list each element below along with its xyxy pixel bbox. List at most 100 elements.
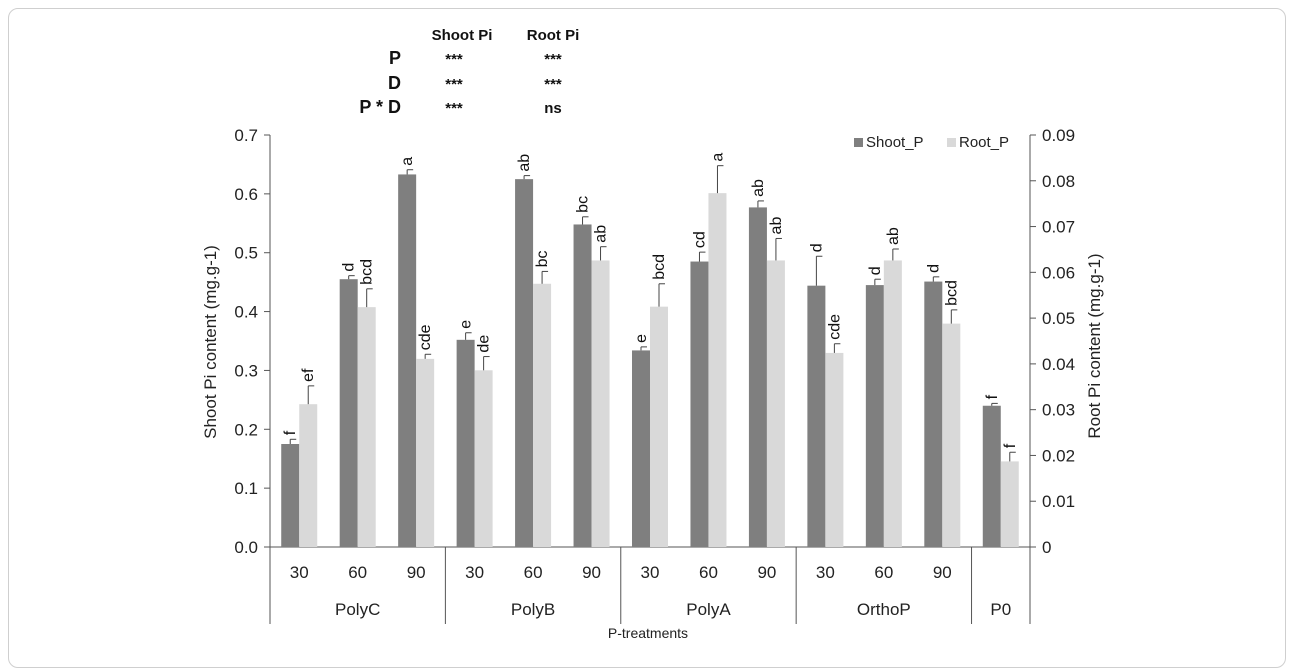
y2-tick-label: 0.05 bbox=[1042, 309, 1075, 328]
significance-letter: cde bbox=[417, 324, 434, 350]
x-tick-label-dose: 30 bbox=[816, 563, 835, 582]
x-tick-label-dose: 90 bbox=[582, 563, 601, 582]
y2-tick-label: 0.07 bbox=[1042, 218, 1075, 237]
y-tick-label: 0.6 bbox=[234, 185, 258, 204]
significance-letter: ab bbox=[516, 154, 533, 172]
bar-shoot-p bbox=[281, 444, 300, 547]
significance-root-pd: ns bbox=[544, 100, 562, 117]
significance-shoot-d: *** bbox=[445, 76, 463, 93]
bar-root-p bbox=[825, 352, 844, 547]
significance-letter: bc bbox=[575, 196, 592, 213]
y-tick-label: 0.0 bbox=[234, 538, 258, 557]
bar-root-p bbox=[883, 260, 902, 547]
significance-letter: ab bbox=[885, 227, 902, 245]
x-group-label: P0 bbox=[990, 600, 1011, 619]
bar-root-p bbox=[591, 260, 610, 547]
significance-factor-d: D bbox=[388, 73, 401, 93]
bar-root-p bbox=[766, 260, 785, 547]
significance-letter: cde bbox=[826, 314, 843, 340]
y2-tick-label: 0.04 bbox=[1042, 355, 1075, 374]
x-tick-label-dose: 60 bbox=[699, 563, 718, 582]
y2-tick-label: 0.02 bbox=[1042, 446, 1075, 465]
legend-label-root: Root_P bbox=[959, 134, 1009, 151]
plot-area: 0.0 0.1 0.2 0.3 0.4 0.5 0.6 0.7 0 0.01 0.02 0.03 0.0… bbox=[234, 126, 1075, 624]
significance-factor-p: P bbox=[389, 48, 401, 68]
significance-root-d: *** bbox=[544, 76, 562, 93]
significance-factor-pd: P * D bbox=[359, 97, 401, 117]
significance-root-p: *** bbox=[544, 51, 562, 68]
bar-root-p bbox=[1000, 461, 1019, 547]
x-tick-label-dose: 60 bbox=[874, 563, 893, 582]
y-axis-label: Shoot Pi content (mg.g-1) bbox=[201, 245, 220, 439]
legend-swatch-shoot bbox=[854, 138, 863, 147]
x-tick-label-dose: 30 bbox=[290, 563, 309, 582]
x-group-label: OrthoP bbox=[857, 600, 911, 619]
significance-letter: cd bbox=[691, 231, 708, 248]
y2-tick-label: 0.09 bbox=[1042, 126, 1075, 145]
significance-letter: a bbox=[399, 157, 416, 166]
significance-letter: f bbox=[984, 394, 1001, 399]
bar-shoot-p bbox=[982, 405, 1001, 547]
x-group-label: PolyB bbox=[511, 600, 555, 619]
y2-tick-label: 0.06 bbox=[1042, 263, 1075, 282]
legend: Shoot_P Root_P bbox=[854, 134, 1009, 151]
bar-root-p bbox=[416, 358, 435, 547]
significance-header-shoot: Shoot Pi bbox=[432, 27, 493, 44]
x-tick-label-dose: 90 bbox=[407, 563, 426, 582]
bar-shoot-p bbox=[398, 174, 417, 548]
significance-letter: e bbox=[633, 334, 650, 343]
bar-shoot-p bbox=[748, 207, 767, 547]
x-tick-label-dose: 90 bbox=[757, 563, 776, 582]
significance-table: Shoot Pi Root Pi P *** *** D *** *** P *… bbox=[359, 27, 579, 117]
bar-shoot-p bbox=[515, 179, 534, 547]
y-tick-label: 0.4 bbox=[234, 303, 258, 322]
significance-letter: d bbox=[808, 243, 825, 252]
legend-label-shoot: Shoot_P bbox=[866, 134, 924, 151]
significance-letter: bcd bbox=[651, 254, 668, 280]
bar-root-p bbox=[533, 283, 552, 547]
significance-header-root: Root Pi bbox=[527, 27, 580, 44]
y-tick-label: 0.7 bbox=[234, 126, 258, 145]
bar-shoot-p bbox=[924, 281, 943, 547]
x-tick-label-dose: 60 bbox=[348, 563, 367, 582]
bar-chart: Shoot Pi Root Pi P *** *** D *** *** P *… bbox=[201, 27, 1104, 641]
y-tick-label: 0.3 bbox=[234, 361, 258, 380]
bar-shoot-p bbox=[573, 224, 592, 547]
significance-letter: bcd bbox=[359, 259, 376, 285]
significance-letter: a bbox=[709, 153, 726, 162]
significance-letter: d bbox=[341, 263, 358, 272]
bar-root-p bbox=[474, 370, 493, 547]
bar-root-p bbox=[708, 193, 727, 548]
y2-tick-label: 0.01 bbox=[1042, 492, 1075, 511]
bar-shoot-p bbox=[632, 350, 650, 547]
bar-shoot-p bbox=[690, 261, 709, 547]
bar-root-p bbox=[299, 404, 318, 547]
significance-letter: ab bbox=[750, 179, 767, 197]
bar-shoot-p bbox=[339, 279, 358, 547]
significance-letter: d bbox=[925, 264, 942, 273]
x-tick-label-dose: 90 bbox=[933, 563, 952, 582]
bar-root-p bbox=[942, 323, 961, 547]
significance-letter: bcd bbox=[943, 280, 960, 306]
bar-shoot-p bbox=[807, 285, 826, 547]
significance-shoot-p: *** bbox=[445, 51, 463, 68]
bar-root-p bbox=[650, 306, 668, 547]
y2-tick-label: 0.03 bbox=[1042, 401, 1075, 420]
significance-letter: ab bbox=[593, 225, 610, 243]
x-axis-label: P-treatments bbox=[608, 625, 688, 641]
significance-letter: de bbox=[476, 335, 493, 353]
significance-letter: ef bbox=[300, 368, 317, 382]
legend-swatch-root bbox=[947, 138, 956, 147]
significance-letter: ab bbox=[768, 217, 785, 235]
bar-root-p bbox=[357, 307, 376, 547]
y-tick-label: 0.2 bbox=[234, 420, 258, 439]
y2-tick-label: 0 bbox=[1042, 538, 1051, 557]
x-tick-label-dose: 30 bbox=[641, 563, 660, 582]
x-tick-label-dose: 60 bbox=[524, 563, 543, 582]
significance-letter: f bbox=[282, 430, 299, 435]
significance-shoot-pd: *** bbox=[445, 100, 463, 117]
x-group-label: PolyC bbox=[335, 600, 380, 619]
bar-shoot-p bbox=[865, 285, 884, 547]
significance-letter: f bbox=[1002, 443, 1019, 448]
y2-axis-label: Root Pi content (mg.g-1) bbox=[1085, 253, 1104, 438]
